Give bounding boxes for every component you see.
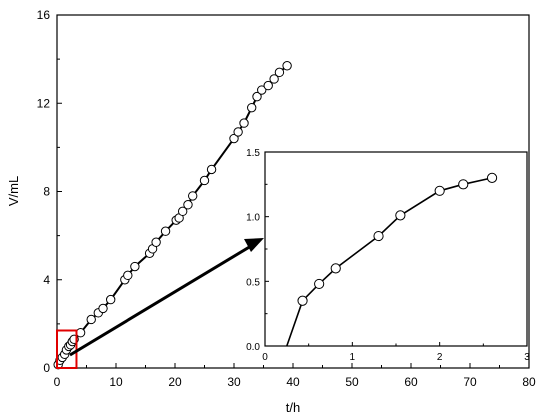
data-point — [247, 102, 257, 113]
x-tick-label: 70 — [463, 375, 477, 389]
x-tick-label: 0 — [54, 375, 61, 389]
data-point — [188, 191, 198, 201]
inset-x-tick-label: 0 — [262, 352, 268, 363]
data-point — [257, 85, 267, 95]
inset-tick-labels: 0 1 2 3 0.0 0.5 1.0 1.5 — [246, 148, 530, 363]
series-points — [53, 61, 292, 370]
inset-data-point — [297, 295, 308, 306]
data-point — [75, 328, 86, 338]
inset-x-tick-label: 1 — [350, 352, 356, 363]
inset-data-point — [458, 179, 469, 190]
inset-x-tick-label: 3 — [524, 352, 530, 363]
data-point — [177, 206, 188, 217]
inset-plot: 0 1 2 3 0.0 0.5 1.0 1.5 — [246, 148, 530, 363]
zoom-arrow-shaft — [69, 241, 257, 357]
inset-x-tick-label: 2 — [437, 352, 443, 363]
y-tick-label: 8 — [43, 185, 50, 199]
inset-y-tick-label: 1.5 — [246, 148, 260, 159]
data-point — [183, 200, 193, 210]
y-tick-label: 0 — [43, 361, 50, 375]
data-point — [130, 261, 140, 272]
zoom-arrow-head — [244, 238, 264, 252]
inset-series-points — [297, 172, 498, 306]
data-point — [123, 270, 133, 281]
x-axis-label: t/h — [286, 400, 300, 415]
data-point — [274, 67, 285, 78]
main-axis-ticks — [56, 14, 530, 369]
x-tick-label: 30 — [227, 375, 241, 389]
inset-data-point — [373, 230, 384, 242]
inset-y-tick-label: 0.0 — [246, 342, 260, 353]
data-point — [86, 314, 96, 325]
data-point — [206, 164, 217, 175]
y-tick-label: 12 — [37, 96, 51, 110]
inset-y-tick-label: 1.0 — [246, 213, 260, 224]
data-point — [282, 61, 292, 71]
x-tick-label: 60 — [404, 375, 418, 389]
y-axis-label: V/mL — [6, 176, 21, 206]
zoom-arrow — [69, 238, 264, 357]
x-tick-label: 40 — [286, 375, 300, 389]
data-point — [269, 74, 279, 84]
inset-plot-frame — [264, 151, 528, 347]
inset-data-point — [434, 185, 445, 196]
data-point — [229, 133, 239, 144]
x-tick-label: 80 — [522, 375, 536, 389]
data-point — [199, 175, 210, 186]
data-point — [263, 80, 273, 91]
inset-data-point — [395, 210, 406, 221]
data-point — [151, 237, 161, 247]
y-tick-label: 16 — [37, 8, 51, 22]
highlight-box — [56, 329, 78, 369]
x-tick-label: 20 — [168, 375, 182, 389]
inset-data-point — [314, 278, 325, 290]
y-tick-label: 4 — [43, 273, 50, 287]
inset-axis-ticks — [264, 151, 528, 347]
x-tick-label: 50 — [345, 375, 359, 389]
inset-data-point — [486, 172, 498, 183]
data-point — [252, 91, 262, 102]
data-point — [239, 118, 249, 128]
x-tick-label: 10 — [109, 375, 123, 389]
inset-y-tick-label: 0.5 — [246, 277, 260, 288]
inset-data-point — [330, 263, 341, 274]
data-point — [233, 127, 243, 137]
data-point — [160, 226, 171, 236]
data-point — [105, 294, 116, 305]
data-point — [98, 303, 108, 314]
